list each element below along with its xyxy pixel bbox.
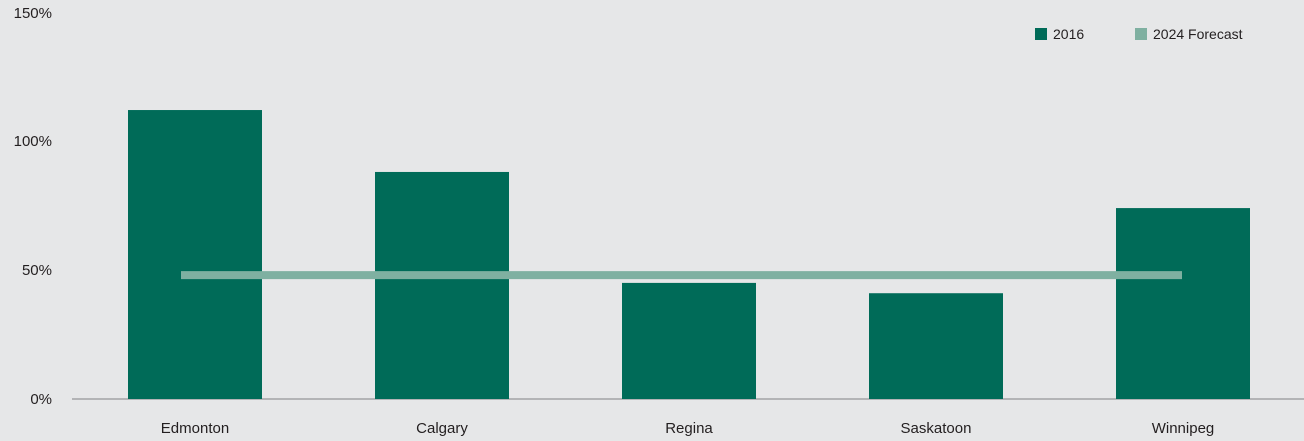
y-tick-label: 100% [14, 133, 52, 150]
bar-winnipeg [1116, 208, 1250, 399]
bars-series-2016 [128, 110, 1250, 399]
x-tick-label-edmonton: Edmonton [161, 420, 229, 437]
x-tick-label-calgary: Calgary [416, 420, 468, 437]
x-tick-label-regina: Regina [665, 420, 713, 437]
x-axis-labels: Edmonton Calgary Regina Saskatoon Winnipeg [161, 420, 1214, 437]
legend-label-2024-forecast: 2024 Forecast [1153, 26, 1243, 42]
legend-label-2016: 2016 [1053, 26, 1084, 42]
y-tick-label: 50% [22, 262, 52, 279]
bar-calgary [375, 171, 509, 399]
legend-swatch-2024-forecast [1135, 28, 1147, 40]
x-tick-label-winnipeg: Winnipeg [1152, 420, 1215, 437]
legend: 2016 2024 Forecast [1035, 26, 1243, 42]
bar-saskatoon [869, 293, 1003, 399]
bar-edmonton [128, 110, 262, 399]
y-tick-label: 150% [14, 5, 52, 22]
y-tick-label: 0% [30, 391, 52, 408]
y-axis: 0% 50% 100% 150% [14, 5, 52, 408]
legend-swatch-2016 [1035, 28, 1047, 40]
x-tick-label-saskatoon: Saskatoon [901, 420, 972, 437]
bar-regina [622, 282, 756, 399]
